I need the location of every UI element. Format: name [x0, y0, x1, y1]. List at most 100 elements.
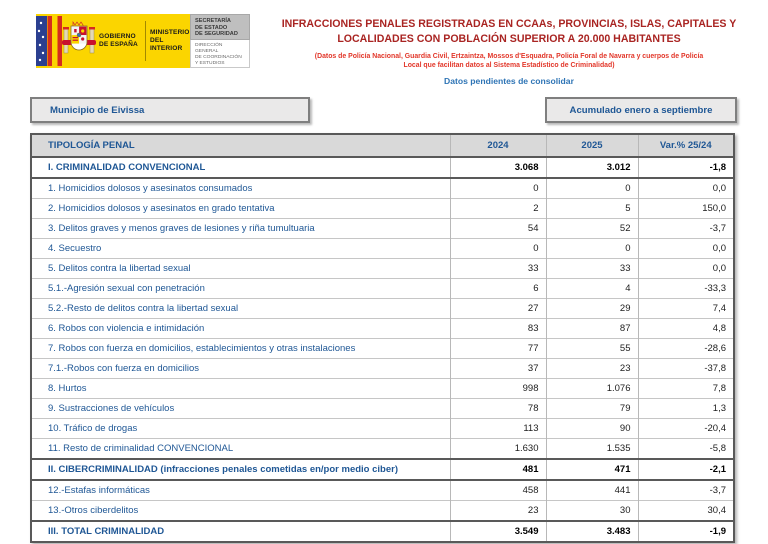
cell-var: -3,7	[637, 218, 734, 239]
cell-2025: 0	[545, 238, 638, 259]
cell-var: -3,7	[637, 479, 734, 501]
row-label: 9. Sustracciones de vehículos	[31, 398, 450, 419]
cell-2025: 1.076	[545, 378, 638, 399]
cell-2024: 6	[449, 278, 546, 299]
ministry-logo: GOBIERNO DE ESPAÑA MINISTERIO DEL INTERI…	[36, 14, 250, 68]
cell-var: -1,8	[637, 156, 734, 179]
row-label: 6. Robos con violencia e intimidación	[31, 318, 450, 339]
cell-2025: 79	[545, 398, 638, 419]
cell-2024: 998	[449, 378, 546, 399]
table-row: 3. Delitos graves y menos graves de lesi…	[31, 218, 734, 239]
ministry-label: MINISTERIO DEL INTERIOR	[150, 29, 190, 52]
row-label: 10. Tráfico de drogas	[31, 418, 450, 439]
report-title-line2: LOCALIDADES CON POBLACIÓN SUPERIOR A 20.…	[337, 32, 681, 45]
cell-2025: 55	[545, 338, 638, 359]
cell-var: 0,0	[637, 258, 734, 279]
cell-var: 0,0	[637, 238, 734, 259]
table-row: 9. Sustracciones de vehículos 78 79 1,3	[31, 398, 734, 419]
cell-var: -33,3	[637, 278, 734, 299]
cell-var: 7,8	[637, 378, 734, 399]
row-label: 11. Resto de criminalidad CONVENCIONAL	[31, 438, 450, 459]
cell-2025: 441	[545, 479, 638, 501]
cell-2025: 3.012	[545, 156, 638, 179]
table-row: 11. Resto de criminalidad CONVENCIONAL 1…	[31, 438, 734, 459]
cell-2025: 4	[545, 278, 638, 299]
table-row: 10. Tráfico de drogas 113 90 -20,4	[31, 418, 734, 439]
status-note: Datos pendientes de consolidar	[444, 76, 574, 86]
cell-var: 7,4	[637, 298, 734, 319]
row-label: 5. Delitos contra la libertad sexual	[31, 258, 450, 279]
row-label: 5.1.-Agresión sexual con penetración	[31, 278, 450, 299]
row-label: 4. Secuestro	[31, 238, 450, 259]
table-row: 6. Robos con violencia e intimidación 83…	[31, 318, 734, 339]
table-row: 13.-Otros ciberdelitos 23 30 30,4	[31, 500, 734, 521]
cell-var: 0,0	[637, 177, 734, 199]
logo-department-panel: SECRETARÍA DE ESTADO DE SEGURIDAD DIRECC…	[190, 14, 250, 68]
cell-2024: 23	[449, 500, 546, 521]
row-label: II. CIBERCRIMINALIDAD (infracciones pena…	[31, 458, 450, 481]
cell-2024: 0	[449, 238, 546, 259]
spain-coat-of-arms-icon	[36, 16, 96, 66]
row-label: I. CRIMINALIDAD CONVENCIONAL	[31, 156, 450, 179]
cell-2024: 3.549	[449, 520, 546, 543]
logo-divider	[145, 21, 146, 61]
cell-2025: 23	[545, 358, 638, 379]
cell-var: -5,8	[637, 438, 734, 459]
table-row: 7.1.-Robos con fuerza en domicilios 37 2…	[31, 358, 734, 379]
logo-flag-panel: GOBIERNO DE ESPAÑA MINISTERIO DEL INTERI…	[36, 14, 190, 68]
table-row: 7. Robos con fuerza en domicilios, estab…	[31, 338, 734, 359]
direction-label: DIRECCIÓN GENERAL DE COORDINACIÓN Y ESTU…	[190, 40, 250, 68]
government-label: GOBIERNO DE ESPAÑA	[99, 33, 138, 48]
cell-2024: 113	[449, 418, 546, 439]
row-label: 5.2.-Resto de delitos contra la libertad…	[31, 298, 450, 319]
column-header-var: Var.% 25/24	[637, 134, 734, 158]
cell-2024: 0	[449, 177, 546, 199]
cell-2025: 52	[545, 218, 638, 239]
cell-2025: 471	[545, 458, 638, 481]
municipality-selector[interactable]: Municipio de Eivissa	[30, 97, 310, 123]
table-row: 5. Delitos contra la libertad sexual 33 …	[31, 258, 734, 279]
row-label: 13.-Otros ciberdelitos	[31, 500, 450, 521]
row-label: 1. Homicidios dolosos y asesinatos consu…	[31, 177, 450, 199]
period-selector[interactable]: Acumulado enero a septiembre	[545, 97, 737, 123]
cell-2024: 78	[449, 398, 546, 419]
cell-2024: 3.068	[449, 156, 546, 179]
cell-2024: 2	[449, 198, 546, 219]
cell-2025: 1.535	[545, 438, 638, 459]
report-subtitle-line2: Local que facilitan datos al Sistema Est…	[403, 62, 615, 69]
row-label: 12.-Estafas informáticas	[31, 479, 450, 501]
table-row: 4. Secuestro 0 0 0,0	[31, 238, 734, 259]
cell-var: 1,3	[637, 398, 734, 419]
table-row: 1. Homicidios dolosos y asesinatos consu…	[31, 177, 734, 199]
cell-2025: 3.483	[545, 520, 638, 543]
cell-2025: 87	[545, 318, 638, 339]
table-row: 5.2.-Resto de delitos contra la libertad…	[31, 298, 734, 319]
column-header-tipologia: TIPOLOGÍA PENAL	[31, 134, 450, 158]
cell-var: 30,4	[637, 500, 734, 521]
cell-2024: 77	[449, 338, 546, 359]
report-subtitle-line1: (Datos de Policía Nacional, Guardia Civi…	[314, 53, 704, 60]
table-body: I. CRIMINALIDAD CONVENCIONAL 3.068 3.012…	[31, 156, 734, 543]
cell-2024: 481	[449, 458, 546, 481]
report-title-line1: INFRACCIONES PENALES REGISTRADAS EN CCAA…	[281, 18, 737, 30]
row-label: 7.1.-Robos con fuerza en domicilios	[31, 358, 450, 379]
table-row: I. CRIMINALIDAD CONVENCIONAL 3.068 3.012…	[31, 156, 734, 179]
cell-2024: 83	[449, 318, 546, 339]
cell-2024: 54	[449, 218, 546, 239]
row-label: 2. Homicidios dolosos y asesinatos en gr…	[31, 198, 450, 219]
cell-2024: 1.630	[449, 438, 546, 459]
column-header-2024: 2024	[449, 134, 546, 158]
cell-2024: 37	[449, 358, 546, 379]
cell-2025: 30	[545, 500, 638, 521]
table-row: 8. Hurtos 998 1.076 7,8	[31, 378, 734, 399]
cell-2025: 0	[545, 177, 638, 199]
secretary-label: SECRETARÍA DE ESTADO DE SEGURIDAD	[190, 14, 250, 41]
cell-2024: 458	[449, 479, 546, 501]
table-row: 2. Homicidios dolosos y asesinatos en gr…	[31, 198, 734, 219]
header-titles: INFRACCIONES PENALES REGISTRADAS EN CCAA…	[278, 17, 740, 86]
cell-2025: 33	[545, 258, 638, 279]
cell-var: -37,8	[637, 358, 734, 379]
table-row: III. TOTAL CRIMINALIDAD 3.549 3.483 -1,9	[31, 520, 734, 543]
cell-var: 4,8	[637, 318, 734, 339]
report-title: INFRACCIONES PENALES REGISTRADAS EN CCAA…	[278, 17, 740, 46]
